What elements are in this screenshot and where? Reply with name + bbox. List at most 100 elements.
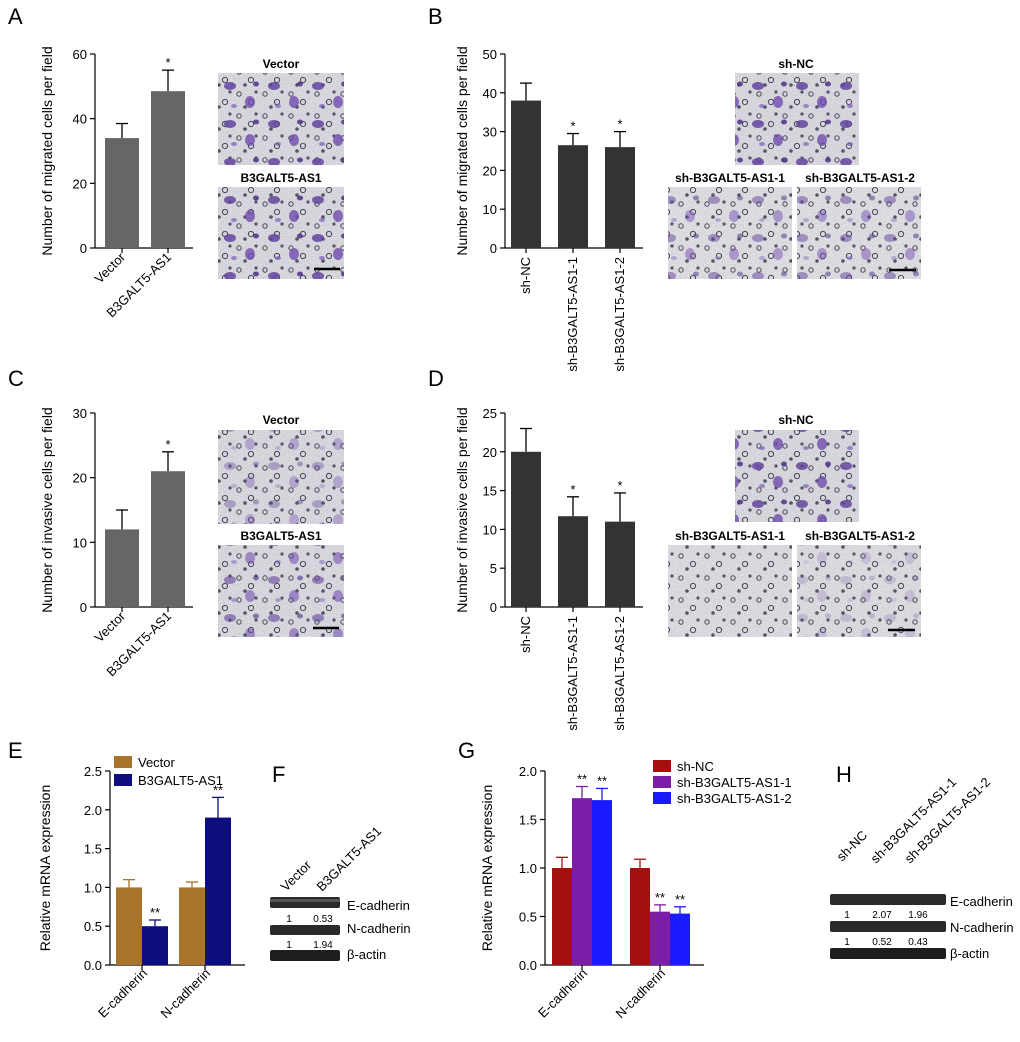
legend-swatch [114, 774, 132, 786]
y-tick-label: 30 [73, 406, 87, 421]
legend-label: sh-NC [677, 759, 714, 774]
micro-b-left-label: sh-B3GALT5-AS1-1 [675, 171, 785, 185]
micro-a-top-label: Vector [263, 57, 300, 71]
micro-a-top-image [218, 73, 344, 165]
bar [670, 913, 690, 965]
micro-c-top-label: Vector [263, 413, 300, 427]
western-blot-h: sh-NC sh-B3GALT5-AS1-1 sh-B3GALT5-AS1-2 … [830, 774, 1014, 961]
legend-swatch [653, 792, 671, 804]
y-tick-label: 0.0 [519, 958, 537, 973]
y-axis-label: Relative mRNA expression [37, 785, 53, 952]
bar [151, 471, 185, 607]
legend-swatch [653, 760, 671, 772]
blot-h-ecad-value: 2.07 [872, 910, 892, 921]
blot-h-ecad-value: 1.96 [908, 910, 928, 921]
chart-g: 0.0 0.5 1.0 1.5 2.0 Relative mRNA expression E… [479, 759, 792, 1021]
bar [552, 868, 572, 965]
y-tick-label: 0.0 [84, 958, 102, 973]
blot-band-ecadherin [830, 894, 946, 905]
panel-label-h: H [836, 762, 852, 787]
y-tick-label: 20 [483, 163, 497, 178]
y-tick-label: 20 [483, 445, 497, 460]
blot-h-band-label: N-cadherin [950, 920, 1014, 935]
micrograph-d: sh-NC sh-B3GALT5-AS1-1 sh-B3GALT5-AS1-2 [668, 413, 921, 637]
micrograph-a: Vector B3GALT5-AS1 [218, 57, 344, 279]
legend-label: B3GALT5-AS1 [138, 773, 223, 788]
panel-label-f: F [272, 762, 285, 787]
chart-e: 0.0 0.5 1.0 1.5 2.0 2.5 Relative mRNA expressi… [37, 755, 245, 1021]
y-tick-label: 30 [483, 125, 497, 140]
legend-label: sh-B3GALT5-AS1-1 [677, 775, 792, 790]
bar [105, 138, 139, 248]
bar [142, 926, 168, 965]
bar [558, 145, 588, 248]
chart-b: 0 10 20 30 40 50 Number of migrated cells per … [454, 46, 643, 372]
western-blot-f: Vector B3GALT5-AS1 1 0.53 1 1.94 E-cadhe… [270, 823, 411, 962]
y-tick-label: 0 [490, 600, 497, 615]
micro-d-top-image [735, 430, 859, 522]
x-tick-label: N-cadherin [158, 966, 214, 1022]
blot-band-ecadherin [270, 897, 340, 908]
legend-label: sh-B3GALT5-AS1-2 [677, 791, 792, 806]
bar [630, 868, 650, 965]
y-tick-label: 15 [483, 484, 497, 499]
y-tick-label: 0 [490, 241, 497, 256]
bar [511, 100, 541, 248]
x-tick-label: sh-B3GALT5-AS1-2 [612, 616, 627, 731]
bar [605, 521, 635, 607]
y-tick-label: 1.0 [519, 861, 537, 876]
panel-label-g: G [458, 738, 475, 763]
micro-d-right-label: sh-B3GALT5-AS1-2 [805, 529, 915, 543]
y-tick-label: 5 [490, 561, 497, 576]
y-tick-label: 20 [73, 471, 87, 486]
blot-band-ncadherin [830, 921, 946, 932]
bar [650, 911, 670, 965]
micro-b-left-image [668, 187, 792, 279]
x-tick-label: sh-B3GALT5-AS1-1 [565, 616, 580, 731]
panel-label-e: E [8, 738, 23, 763]
bar [592, 800, 612, 965]
micro-a-bottom-label: B3GALT5-AS1 [240, 171, 321, 185]
bar [572, 798, 592, 965]
blot-h-ecad-value: 1 [844, 910, 850, 921]
y-tick-label: 40 [73, 112, 87, 127]
blot-band-actin [270, 950, 340, 961]
micro-c-bottom-image [218, 545, 344, 637]
y-axis-label: Number of invasive cells per field [454, 407, 470, 612]
blot-h-ncad-value: 1 [844, 937, 850, 948]
micrograph-c: Vector B3GALT5-AS1 [218, 413, 344, 637]
blot-f-ncad-value: 1 [286, 940, 292, 951]
x-tick-label: Vector [91, 249, 128, 286]
blot-f-band-label: E-cadherin [347, 898, 410, 913]
y-tick-label: 0 [80, 241, 87, 256]
micro-d-left-image [668, 545, 792, 637]
x-tick-label: sh-B3GALT5-AS1-1 [565, 257, 580, 372]
blot-h-ncad-value: 0.43 [908, 937, 928, 948]
micro-b-right-label: sh-B3GALT5-AS1-2 [805, 171, 915, 185]
significance-mark: ** [213, 782, 223, 797]
micro-c-top-image [218, 430, 344, 524]
bar [511, 451, 541, 607]
y-tick-label: 20 [73, 176, 87, 191]
y-tick-label: 10 [483, 202, 497, 217]
blot-h-band-label: E-cadherin [950, 894, 1013, 909]
y-axis-label: Relative mRNA expression [479, 785, 495, 952]
x-tick-label: Vector [91, 608, 128, 645]
y-tick-label: 2.0 [84, 803, 102, 818]
micro-b-top-label: sh-NC [778, 57, 814, 71]
y-tick-label: 2.0 [519, 764, 537, 779]
blot-h-lane-label: sh-NC [834, 827, 871, 864]
y-tick-label: 0 [80, 600, 87, 615]
significance-mark: * [165, 55, 170, 70]
y-tick-label: 1.0 [84, 880, 102, 895]
blot-h-ncad-value: 0.52 [872, 937, 892, 948]
blot-h-band-label: β-actin [950, 946, 989, 961]
bar [151, 91, 185, 248]
legend-swatch [653, 776, 671, 788]
y-tick-label: 40 [483, 86, 497, 101]
y-tick-label: 50 [483, 47, 497, 62]
blot-band-ncadherin [270, 925, 340, 935]
x-tick-label: sh-NC [518, 257, 533, 294]
chart-c: 0 10 20 30 Number of invasive cells per fiel… [39, 406, 193, 679]
